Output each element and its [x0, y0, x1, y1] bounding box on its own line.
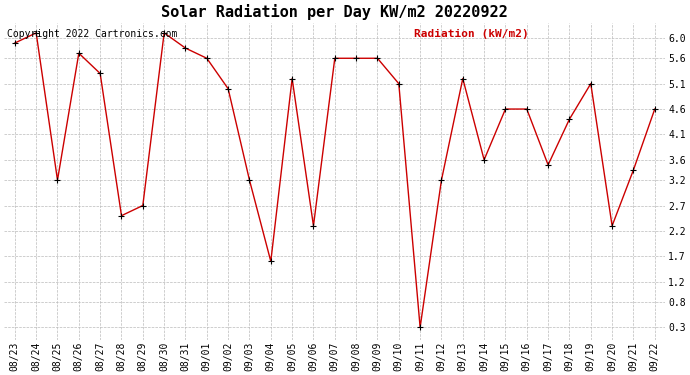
Title: Solar Radiation per Day KW/m2 20220922: Solar Radiation per Day KW/m2 20220922: [161, 4, 508, 20]
Text: Copyright 2022 Cartronics.com: Copyright 2022 Cartronics.com: [8, 29, 178, 39]
Text: Radiation (kW/m2): Radiation (kW/m2): [414, 29, 529, 39]
